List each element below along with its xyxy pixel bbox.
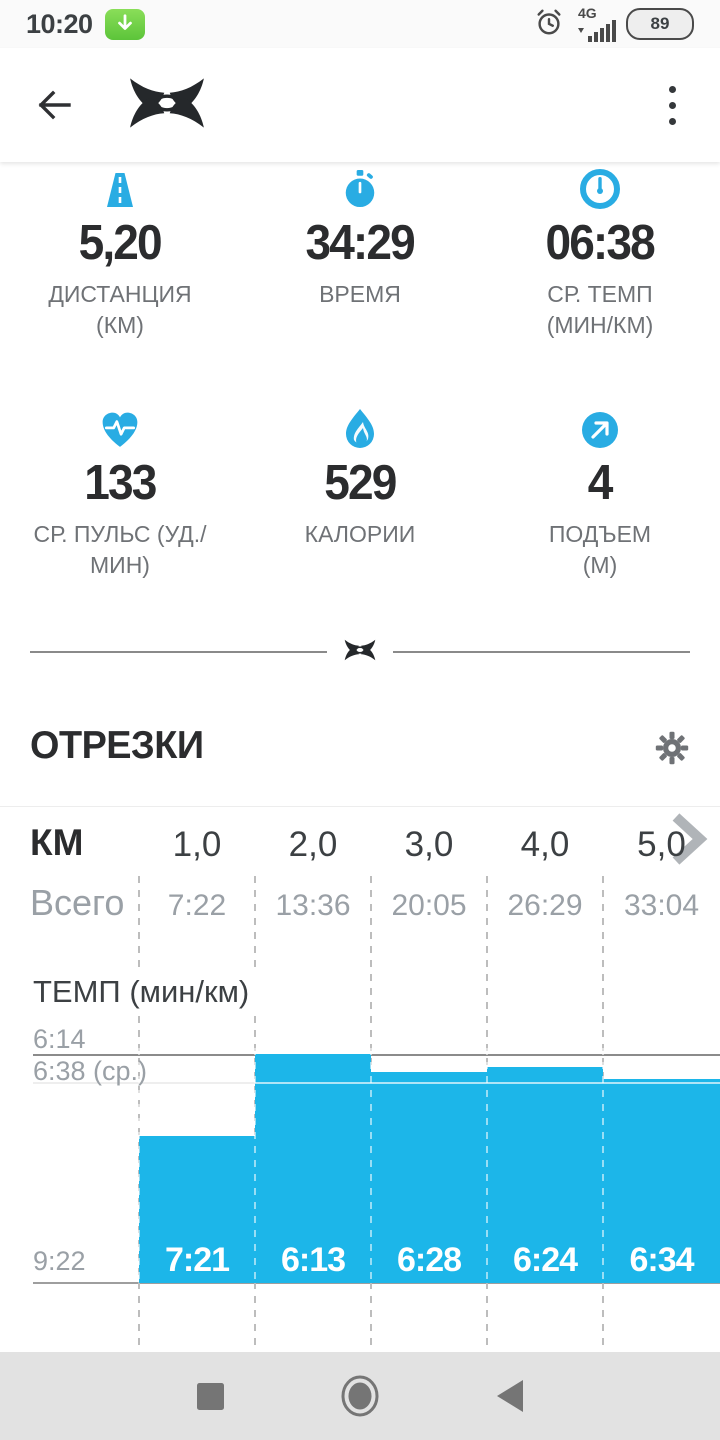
splits-unit-label: КМ [30,822,84,863]
splits-total-label: Всего [30,882,125,923]
pace-bar-value: 6:28 [396,1240,462,1279]
home-circle-icon [341,1375,379,1417]
stat-value: 06:38 [545,216,656,270]
km-header-value: 2,0 [288,825,338,864]
splits-settings-button[interactable] [650,726,694,770]
column-separator-dash [254,876,256,1350]
section-divider [0,638,720,666]
nav-recents-button[interactable] [135,1352,285,1440]
road-icon [99,168,141,210]
overflow-menu-button[interactable] [648,75,696,135]
nav-home-button[interactable] [285,1352,435,1440]
arrow-up-right-icon [580,408,620,450]
stat-time: 34:29 ВРЕМЯ [240,168,480,341]
km-header-value: 4,0 [520,825,570,864]
split-total-value: 26:29 [507,889,583,922]
gridline-baseline [33,1282,720,1284]
stat-value: 34:29 [305,216,416,270]
column-separator-dash [138,876,140,1350]
stats-row-2: 133 СР. ПУЛЬС (УД./ МИН) 529 КАЛОРИИ 4 П… [0,408,720,581]
split-total-value: 7:22 [167,889,227,922]
status-bar: 10:20 4G [0,0,720,48]
column-separator-dash [370,876,372,1350]
stat-avg-heart-rate: 133 СР. ПУЛЬС (УД./ МИН) [0,408,240,581]
stat-elevation: 4 ПОДЪЕМ (М) [480,408,720,581]
pace-bar [371,1072,487,1283]
stat-value: 5,20 [78,216,163,270]
stat-value: 133 [84,456,157,510]
stopwatch-icon [341,168,379,210]
under-armour-logo-icon [126,74,208,137]
stat-avg-pace: 06:38 СР. ТЕМП (МИН/КМ) [480,168,720,341]
column-separator-dash [602,876,604,1350]
signal-icon: 4G [576,6,620,42]
stats-row-1: 5,20 ДИСТАНЦИЯ (КМ) 34:29 ВРЕМЯ 06:38 СР… [0,168,720,341]
gauge-icon [579,168,621,210]
km-header-value: 3,0 [404,825,454,864]
pace-bar [603,1079,720,1283]
pace-bar-value: 6:13 [280,1240,346,1279]
download-icon [104,8,145,40]
pace-bar-value: 6:24 [512,1240,578,1279]
axis-label-average: 6:38 (ср.) [33,1056,148,1086]
more-vert-icon [668,85,676,93]
flame-icon [343,408,377,450]
android-nav-bar [0,1352,720,1440]
stat-calories: 529 КАЛОРИИ [240,408,480,581]
stat-label: ДИСТАНЦИЯ (КМ) [48,281,192,339]
stat-distance: 5,20 ДИСТАНЦИЯ (КМ) [0,168,240,341]
km-header-value: 1,0 [172,825,222,864]
stat-label: СР. ПУЛЬС (УД./ МИН) [33,521,207,579]
ua-logo-small-icon [343,638,377,667]
pace-chart-title: ТЕМП (мин/км) [33,970,260,1014]
back-triangle-icon [497,1380,523,1412]
battery-icon: 89 [626,8,694,40]
split-total-value: 33:04 [623,889,700,922]
heart-rate-icon [98,408,142,450]
battery-level: 89 [650,14,670,33]
gridline-top [33,1054,720,1056]
alarm-icon [534,7,564,42]
splits-scroll-button[interactable] [668,812,712,871]
pace-bar-value: 6:34 [629,1240,694,1279]
stat-value: 4 [588,456,614,510]
pace-bar [139,1136,255,1283]
stat-label: ПОДЪЕМ (М) [548,521,652,579]
stat-label: ВРЕМЯ [319,281,401,308]
network-type: 4G [578,5,597,21]
pace-bar [487,1067,603,1283]
stat-label: КАЛОРИИ [304,521,416,548]
axis-label-top: 6:14 [33,1024,86,1054]
pace-bar-value: 7:21 [164,1240,230,1279]
chevron-right-icon [672,813,708,865]
stat-label: СР. ТЕМП (МИН/КМ) [546,281,654,339]
splits-section-title: ОТРЕЗКИ [30,724,204,767]
axis-label-bottom: 9:22 [33,1246,86,1276]
status-time: 10:20 [26,8,93,39]
stat-value: 529 [324,456,397,510]
back-arrow-icon [38,90,71,120]
gear-icon [655,731,689,765]
pace-bar [255,1054,371,1283]
split-total-value: 20:05 [391,889,467,922]
column-separator-dash [486,876,488,1350]
split-total-value: 13:36 [275,889,351,922]
back-button[interactable] [26,77,82,133]
nav-back-button[interactable] [435,1352,585,1440]
recents-square-icon [196,1382,224,1410]
app-bar [0,48,720,162]
